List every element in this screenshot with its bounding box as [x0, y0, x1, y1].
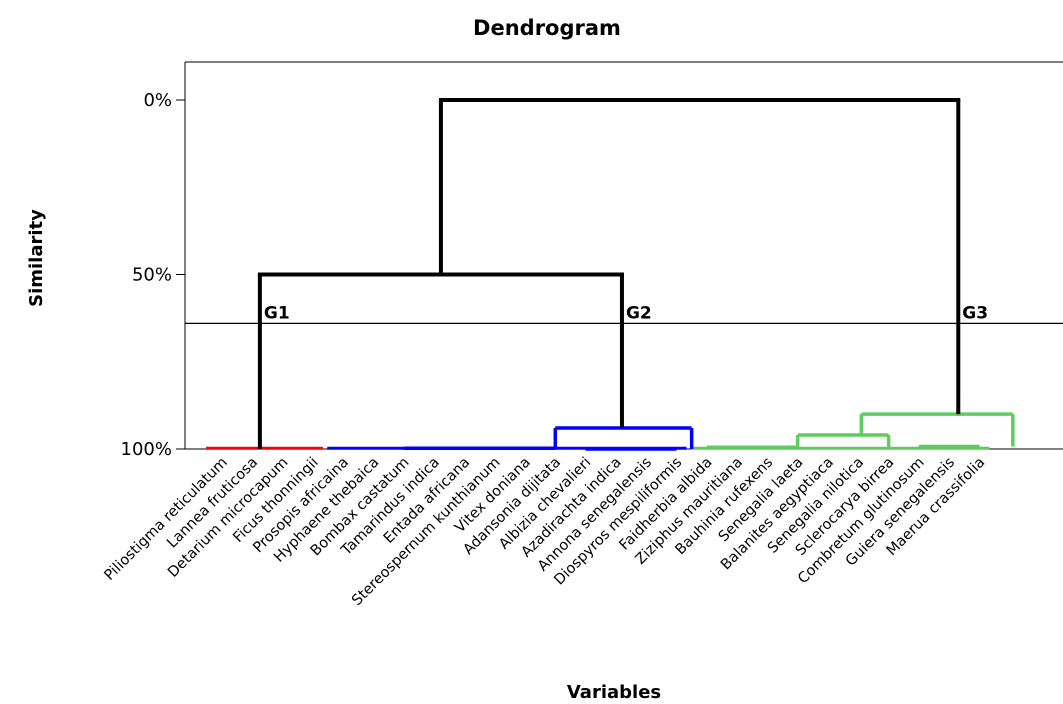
plot-area — [184, 61, 1063, 450]
y-tick-label: 50% — [132, 265, 172, 286]
x-axis-title: Variables — [567, 682, 661, 703]
leaf-label: Detarium microcapum — [165, 455, 291, 581]
chart-title: Dendrogram — [473, 16, 621, 40]
y-tick-label: 100% — [121, 439, 172, 460]
leaf-label: Piliostigma reticulatum — [102, 455, 231, 584]
group-label: G1 — [264, 303, 290, 323]
group-label: G2 — [626, 303, 652, 323]
dendrogram-links — [185, 98, 1063, 451]
group-labels: G1 G2 G3 — [264, 303, 988, 323]
y-tick-label: 0% — [143, 90, 172, 111]
y-axis: 0% 50% 100% — [121, 90, 185, 460]
y-axis-title: Similarity — [26, 209, 47, 307]
group-label: G3 — [962, 303, 988, 323]
